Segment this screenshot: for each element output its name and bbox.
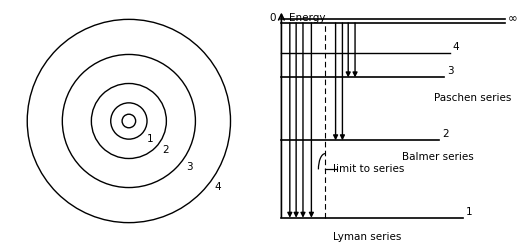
Text: 0: 0 bbox=[270, 13, 276, 23]
Text: Paschen series: Paschen series bbox=[434, 93, 511, 103]
Text: limit to series: limit to series bbox=[333, 164, 404, 174]
Text: Energy: Energy bbox=[289, 13, 326, 23]
Text: 3: 3 bbox=[186, 162, 193, 172]
Text: Lyman series: Lyman series bbox=[333, 232, 401, 242]
Text: 2: 2 bbox=[162, 145, 169, 155]
Text: 4: 4 bbox=[215, 182, 221, 192]
Text: ∞: ∞ bbox=[508, 12, 518, 25]
Text: 3: 3 bbox=[447, 66, 454, 76]
Text: 2: 2 bbox=[442, 129, 449, 139]
Text: Balmer series: Balmer series bbox=[402, 152, 474, 162]
Text: 1: 1 bbox=[466, 207, 472, 217]
Text: 4: 4 bbox=[452, 42, 459, 52]
Text: 1: 1 bbox=[146, 134, 153, 144]
